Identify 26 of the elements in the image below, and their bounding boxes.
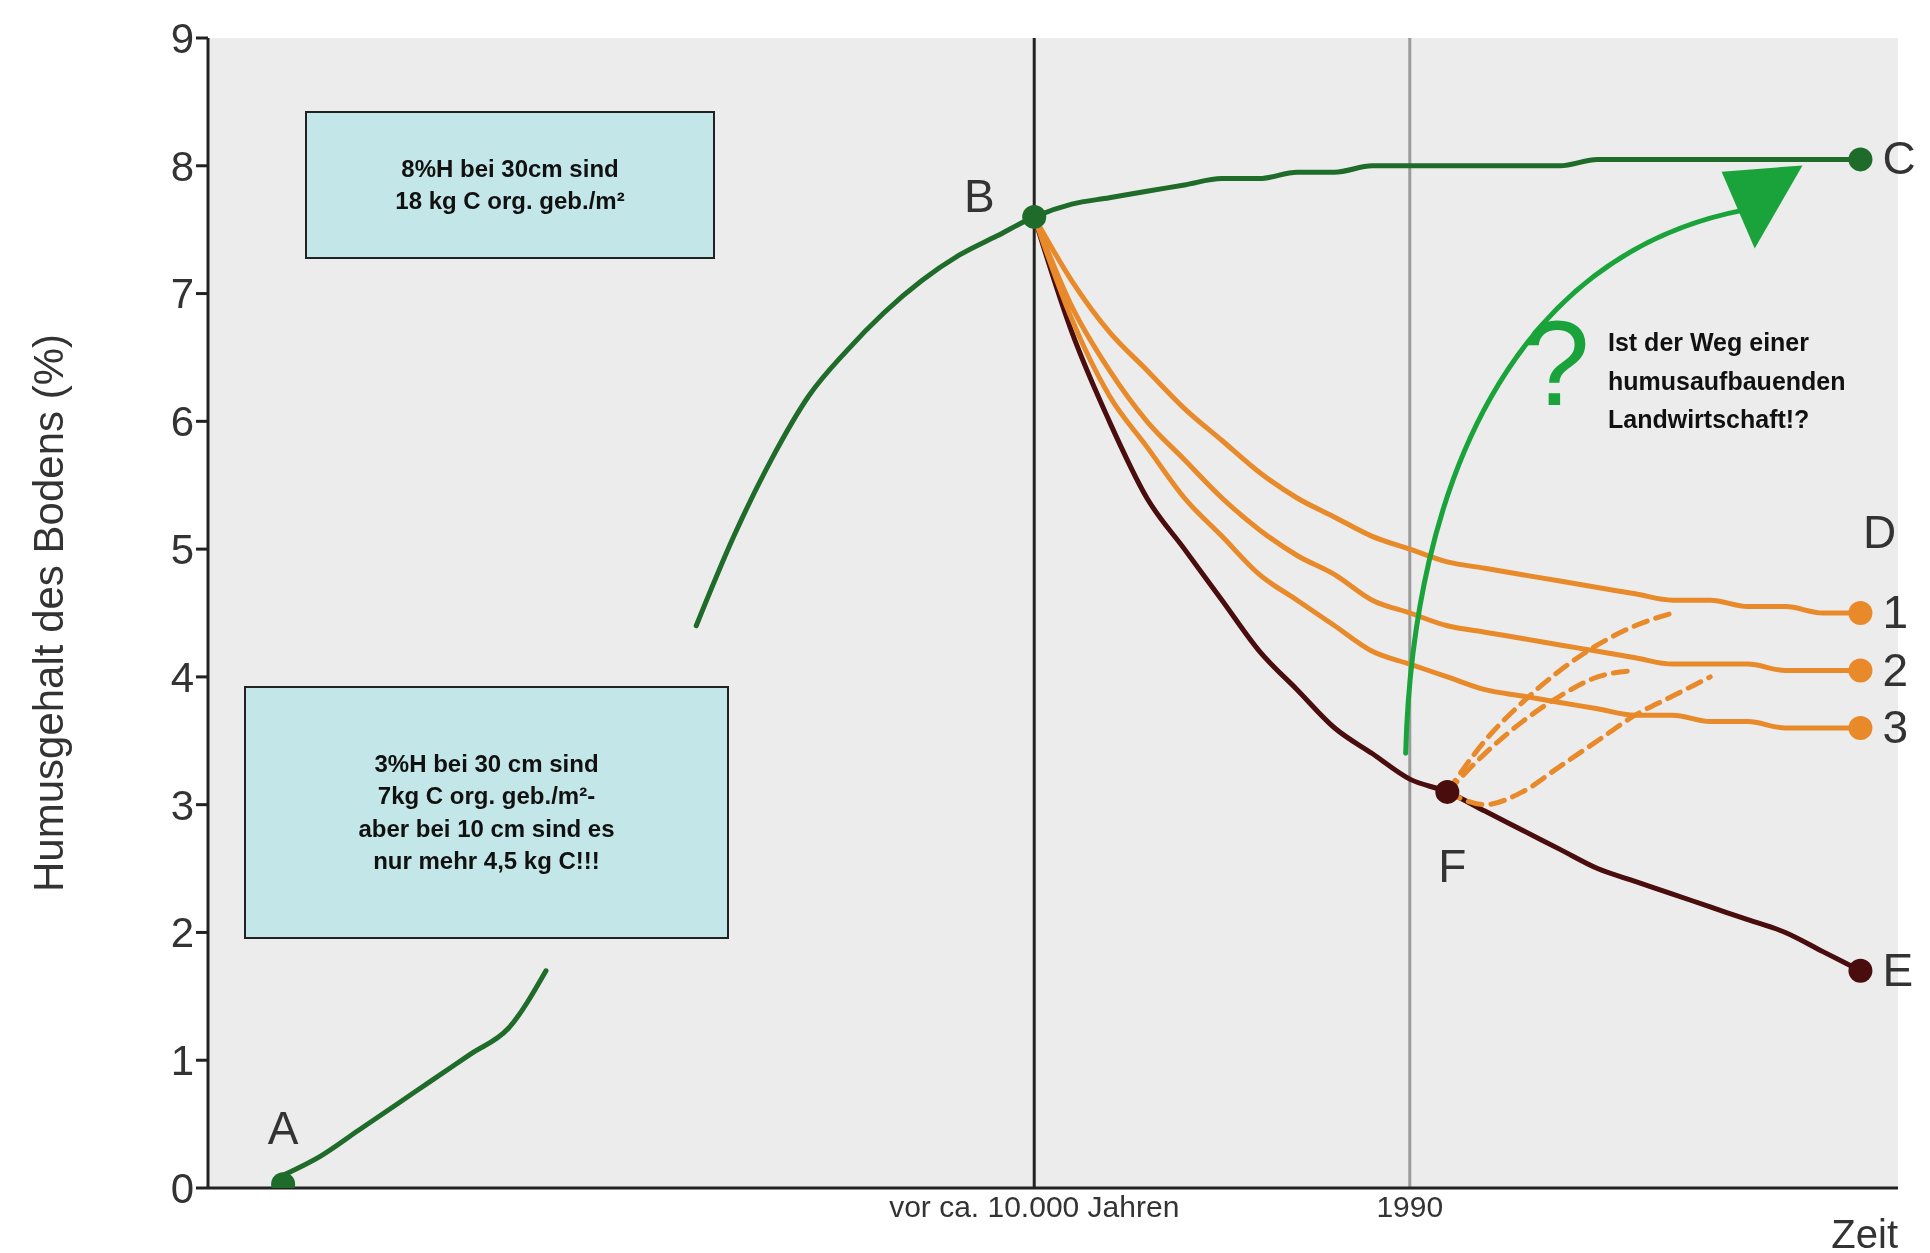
series-label: 2 xyxy=(1882,643,1909,696)
y-axis-title: Humusgehalt des Bodens (%) xyxy=(24,334,72,892)
data-label: F xyxy=(1438,839,1467,892)
note-box: 3%H bei 30 cm sind 7kg C org. geb./m²- aber bei 10 cm sind es nur mehr 4,5 kg C!!! xyxy=(244,686,729,939)
y-tick-label: 8 xyxy=(170,142,194,190)
data-label: E xyxy=(1882,943,1914,996)
y-tick-label: 1 xyxy=(170,1037,194,1085)
x-axis-title: Zeit xyxy=(1831,1212,1898,1253)
y-tick-label: 3 xyxy=(170,781,194,829)
data-label: C xyxy=(1882,132,1916,185)
x-tick-label: 1990 xyxy=(1376,1190,1444,1224)
y-tick-label: 5 xyxy=(170,526,194,574)
y-tick-label: 2 xyxy=(170,909,194,957)
series-label: 1 xyxy=(1882,586,1909,638)
note-box: 8%H bei 30cm sind 18 kg C org. geb./m² xyxy=(305,111,715,259)
x-tick-label: vor ca. 10.000 Jahren xyxy=(889,1190,1180,1224)
y-tick-label: 7 xyxy=(170,270,194,318)
data-label: A xyxy=(267,1102,299,1155)
data-label: B xyxy=(963,169,995,222)
y-tick-label: 9 xyxy=(170,14,194,62)
y-tick-label: 0 xyxy=(170,1164,194,1212)
y-tick-label: 6 xyxy=(170,398,194,446)
annotation: D xyxy=(1862,504,1898,560)
y-tick-label: 4 xyxy=(170,653,194,701)
series-label: 3 xyxy=(1882,701,1909,753)
annotation: Ist der Weg einer humusaufbauenden Landwirtschaft!? xyxy=(1608,326,1847,436)
